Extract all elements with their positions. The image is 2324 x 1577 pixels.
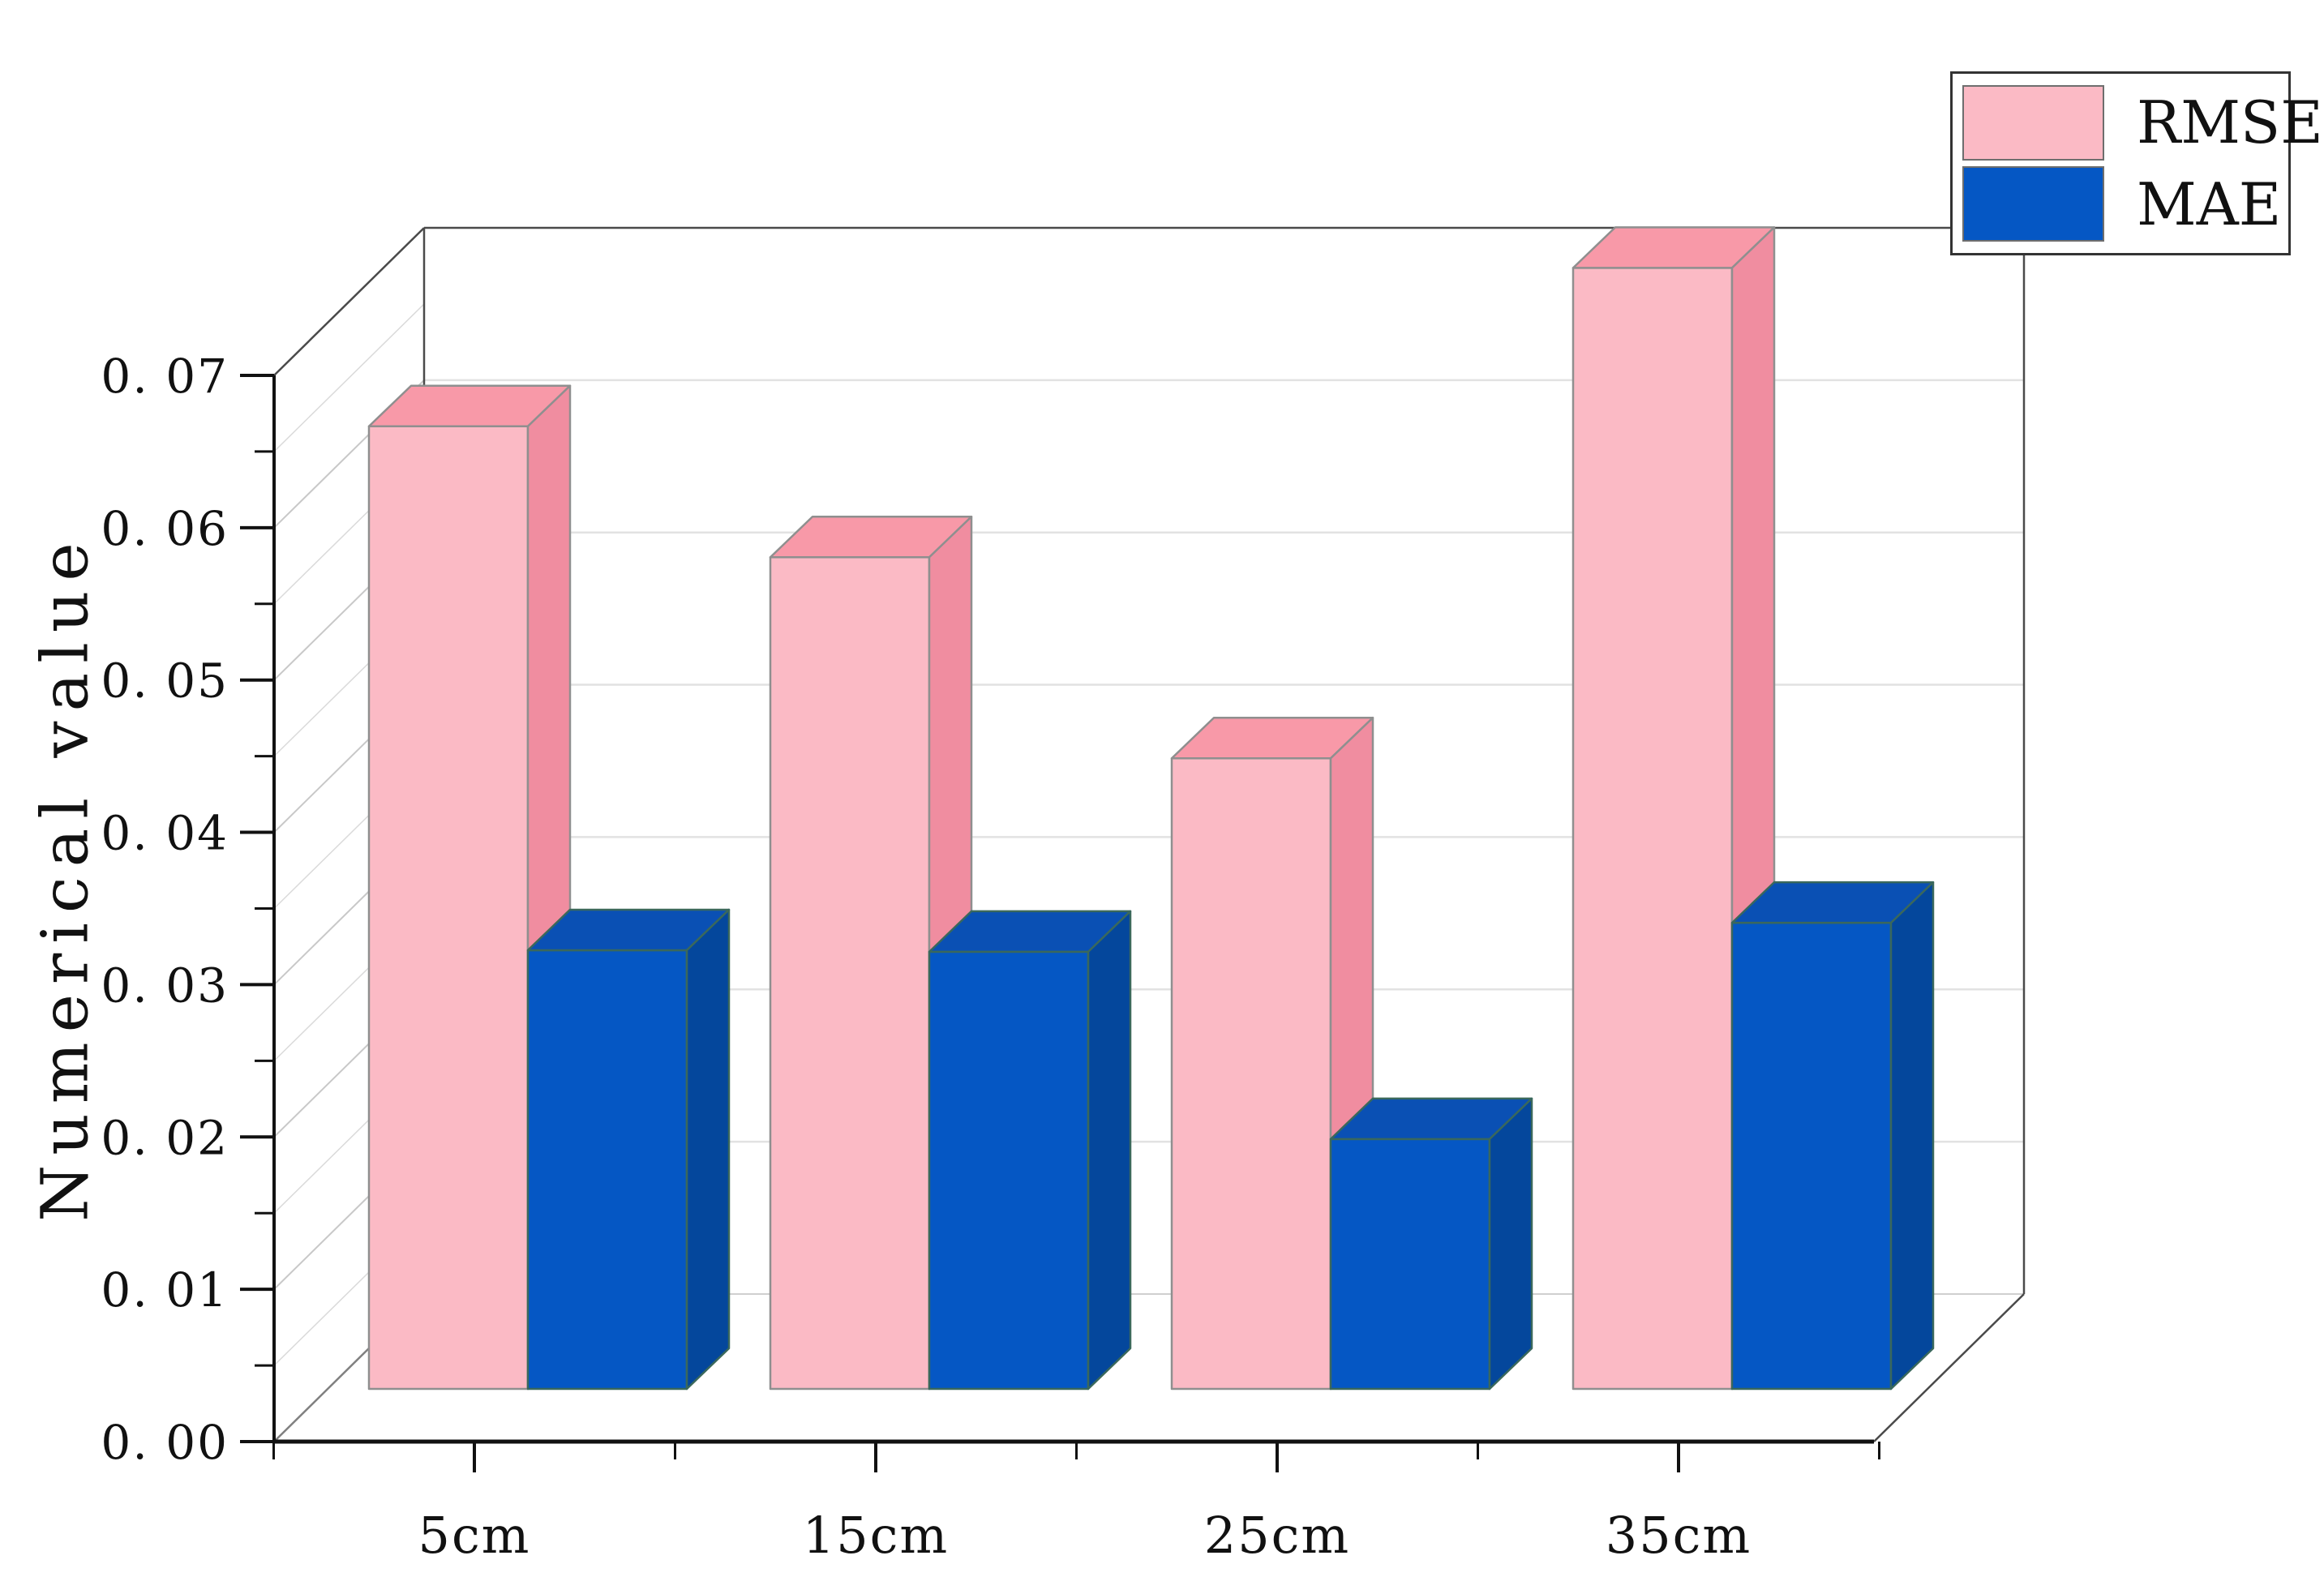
bar-rmse-35cm-front bbox=[1571, 267, 1734, 1391]
legend-swatch-rmse bbox=[1962, 84, 2104, 161]
bar-mae-5cm-side bbox=[685, 908, 731, 1391]
y-axis-title: Numerical value bbox=[27, 533, 103, 1222]
bar-mae-35cm-front bbox=[1730, 921, 1893, 1391]
legend-item-mae: MAE bbox=[1962, 166, 2282, 242]
bar-mae-15cm-front bbox=[928, 950, 1090, 1391]
bar-rmse-15cm-front bbox=[769, 556, 931, 1391]
y-tick-label: 0. 00 bbox=[101, 1415, 229, 1470]
bar-mae-25cm-front bbox=[1329, 1138, 1491, 1391]
x-tick-label: 35cm bbox=[1606, 1506, 1752, 1565]
y-tick-label: 0. 01 bbox=[101, 1262, 229, 1318]
y-tick-label: 0. 07 bbox=[101, 349, 229, 404]
y-tick-label: 0. 06 bbox=[101, 501, 229, 556]
bar-mae-35cm-side bbox=[1889, 881, 1935, 1391]
legend-label-mae: MAE bbox=[2137, 169, 2282, 238]
legend-item-rmse: RMSE bbox=[1962, 84, 2323, 161]
y-tick-label: 0. 03 bbox=[101, 958, 229, 1013]
legend-swatch-mae bbox=[1962, 166, 2104, 242]
left-wall-minor-gridline bbox=[273, 303, 425, 452]
x-tick-label: 5cm bbox=[418, 1506, 531, 1565]
bar-mae-15cm-side bbox=[1087, 910, 1132, 1391]
box-bottom-right-edge bbox=[1873, 1293, 2025, 1442]
bar-mae-25cm-side bbox=[1488, 1097, 1533, 1391]
x-tick-label: 15cm bbox=[803, 1506, 949, 1565]
bar-rmse-5cm-front bbox=[367, 425, 530, 1391]
x-tick-label: 25cm bbox=[1204, 1506, 1350, 1565]
box-top-left-edge bbox=[273, 227, 425, 376]
bar-mae-5cm-front bbox=[526, 949, 688, 1391]
legend: RMSE MAE bbox=[1950, 71, 2323, 255]
legend-label-rmse: RMSE bbox=[2137, 88, 2323, 157]
y-tick-label: 0. 02 bbox=[101, 1110, 229, 1165]
y-tick-label: 0. 05 bbox=[101, 654, 229, 709]
y-tick-label: 0. 04 bbox=[101, 806, 229, 861]
bar-rmse-25cm-front bbox=[1170, 757, 1332, 1391]
